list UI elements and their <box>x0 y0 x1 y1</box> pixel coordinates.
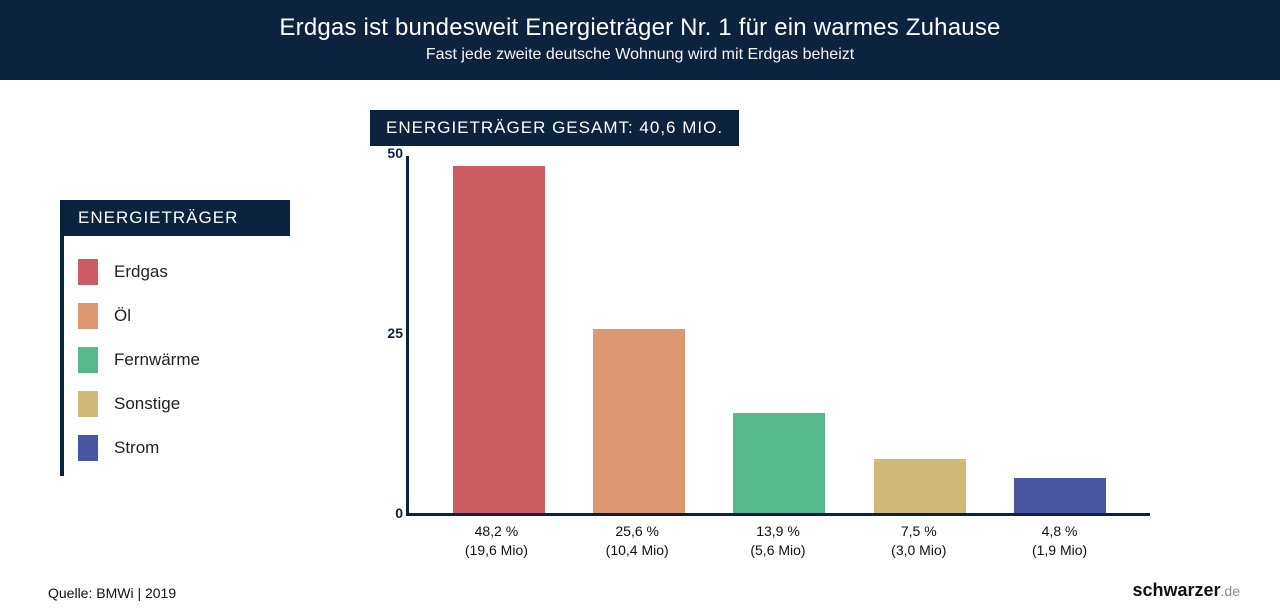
legend-swatch <box>78 347 98 373</box>
bar <box>593 329 685 513</box>
y-tick: 50 <box>373 145 403 161</box>
legend-item: Fernwärme <box>78 338 290 382</box>
bar-column <box>1005 478 1115 513</box>
x-label: 7,5 %(3,0 Mio) <box>864 522 974 560</box>
chart-bars <box>409 156 1150 513</box>
legend-label: Öl <box>114 306 131 326</box>
y-tick: 25 <box>373 325 403 341</box>
source-label: Quelle: BMWi | 2019 <box>48 585 176 601</box>
bar-column <box>724 413 834 513</box>
legend-item: Erdgas <box>78 250 290 294</box>
legend-item: Strom <box>78 426 290 470</box>
y-tick: 0 <box>373 505 403 521</box>
x-label: 48,2 %(19,6 Mio) <box>441 522 551 560</box>
legend-swatch <box>78 259 98 285</box>
legend-label: Strom <box>114 438 159 458</box>
bar <box>1014 478 1106 513</box>
brand-tld: .de <box>1221 583 1240 599</box>
legend-item: Öl <box>78 294 290 338</box>
page-title: Erdgas ist bundesweit Energieträger Nr. … <box>0 14 1280 42</box>
bar-column <box>444 166 554 513</box>
x-label: 4,8 %(1,9 Mio) <box>1005 522 1115 560</box>
legend-label: Erdgas <box>114 262 168 282</box>
legend-item: Sonstige <box>78 382 290 426</box>
brand-main: schwarzer <box>1132 580 1220 600</box>
bar-column <box>865 459 975 513</box>
chart-plot: 02550 <box>406 156 1150 516</box>
legend-label: Sonstige <box>114 394 180 414</box>
chart-xlabels: 48,2 %(19,6 Mio) 25,6 %(10,4 Mio) 13,9 %(5… <box>406 516 1150 560</box>
bar <box>874 459 966 513</box>
bar <box>453 166 545 513</box>
legend-list: Erdgas Öl Fernwärme Sonstige Strom <box>60 236 290 476</box>
bar-column <box>584 329 694 513</box>
x-label: 13,9 %(5,6 Mio) <box>723 522 833 560</box>
header: Erdgas ist bundesweit Energieträger Nr. … <box>0 0 1280 80</box>
legend-swatch <box>78 391 98 417</box>
x-label: 25,6 %(10,4 Mio) <box>582 522 692 560</box>
legend-swatch <box>78 435 98 461</box>
chart-title: ENERGIETRÄGER GESAMT: 40,6 MIO. <box>370 110 739 146</box>
legend-swatch <box>78 303 98 329</box>
legend-label: Fernwärme <box>114 350 200 370</box>
legend: ENERGIETRÄGER Erdgas Öl Fernwärme Sonstige S… <box>60 200 290 476</box>
footer: Quelle: BMWi | 2019 schwarzer.de <box>0 580 1280 615</box>
content-row: ENERGIETRÄGER Erdgas Öl Fernwärme Sonstige S… <box>0 80 1280 560</box>
chart: ENERGIETRÄGER GESAMT: 40,6 MIO. 02550 48… <box>370 110 1150 560</box>
brand-logo: schwarzer.de <box>1132 580 1240 601</box>
page-subtitle: Fast jede zweite deutsche Wohnung wird m… <box>0 46 1280 64</box>
bar <box>733 413 825 513</box>
legend-title: ENERGIETRÄGER <box>60 200 290 236</box>
